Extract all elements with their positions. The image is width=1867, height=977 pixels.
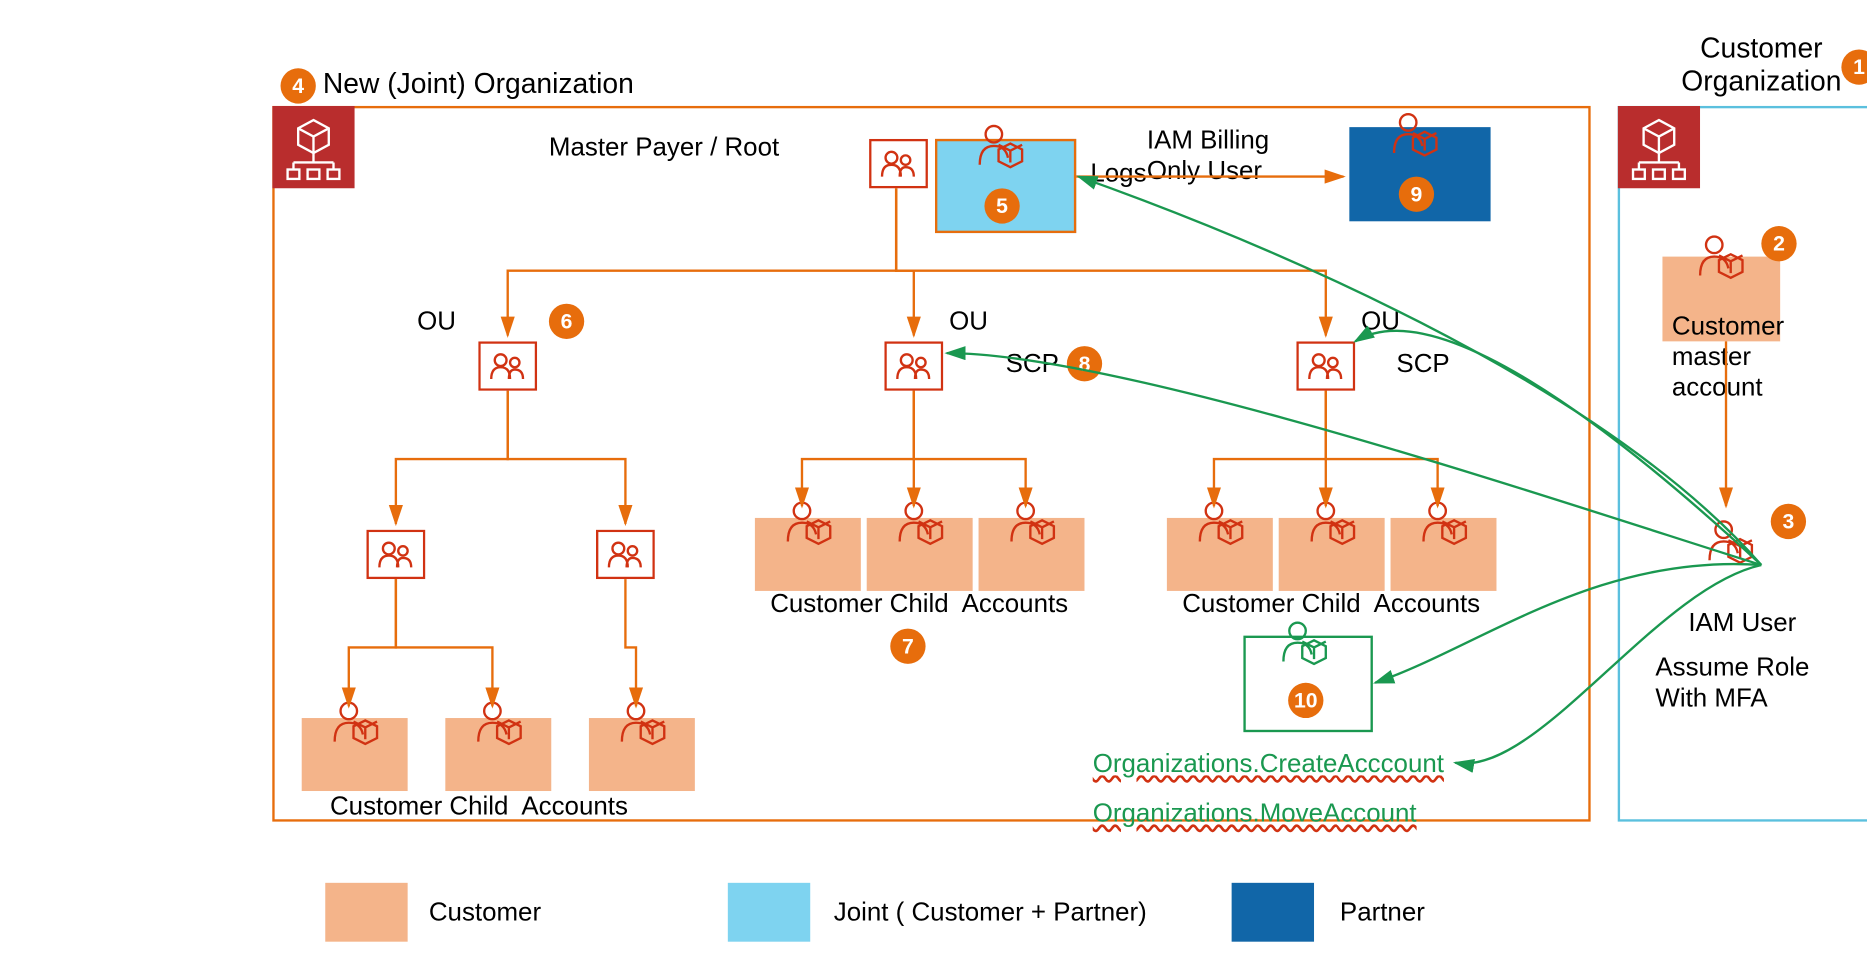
ou-icon [478,341,537,390]
text-label: Customer [428,897,540,928]
account-icon [975,120,1027,172]
account-icon [617,697,669,749]
badge-1: 1 [1841,49,1867,84]
text-label: Customer Child Accounts [1182,589,1480,620]
account-icon [1306,497,1358,549]
organization-icon [272,106,354,188]
account-icon [1278,617,1330,669]
text-label: Joint ( Customer + Partner) [833,897,1146,928]
text-label: New (Joint) Organization [322,68,633,101]
ou-icon [366,530,425,579]
text-label: IAM User [1688,607,1796,638]
text-label: OU [417,306,456,337]
text-label: Assume Role With MFA [1655,652,1809,713]
badge-2: 2 [1761,226,1796,261]
account-icon [1006,497,1058,549]
account-icon [329,697,381,749]
badge-6: 6 [548,304,583,339]
badge-8: 8 [1066,346,1101,381]
badge-3: 3 [1770,504,1805,539]
text-label: SCP [1396,348,1449,379]
account-icon [1704,516,1756,568]
api-call-text: Organizations.CreateAcccount [1092,749,1443,780]
ou-icon [869,139,928,188]
badge-7: 7 [890,629,925,664]
account-icon [1418,497,1470,549]
text-label: Customer master account [1671,311,1783,403]
badge-9: 9 [1398,177,1433,212]
account-icon [1195,497,1247,549]
account-icon [783,497,835,549]
text-label: IAM Billing Only User [1146,125,1268,186]
text-label: OU [949,306,988,337]
ou-icon [1296,341,1355,390]
account-icon [473,697,525,749]
api-call-text: Organizations.MoveAccount [1092,798,1416,829]
text-label: Logs [1090,158,1146,189]
text-label: Master Payer / Root [548,132,778,163]
account-icon [1695,231,1747,283]
badge-5: 5 [984,188,1019,223]
text-label: SCP [1005,348,1058,379]
ou-icon [595,530,654,579]
text-label: Customer Organization [1681,33,1841,99]
text-label: Customer Child Accounts [329,791,627,822]
badge-4: 4 [280,68,315,103]
badge-10: 10 [1288,683,1323,718]
ou-icon [884,341,943,390]
text-label: Customer Child Accounts [770,589,1068,620]
account-icon [1389,108,1441,160]
text-label: Partner [1339,897,1424,928]
organization-icon [1617,106,1699,188]
account-icon [894,497,946,549]
text-label: OU [1361,306,1400,337]
